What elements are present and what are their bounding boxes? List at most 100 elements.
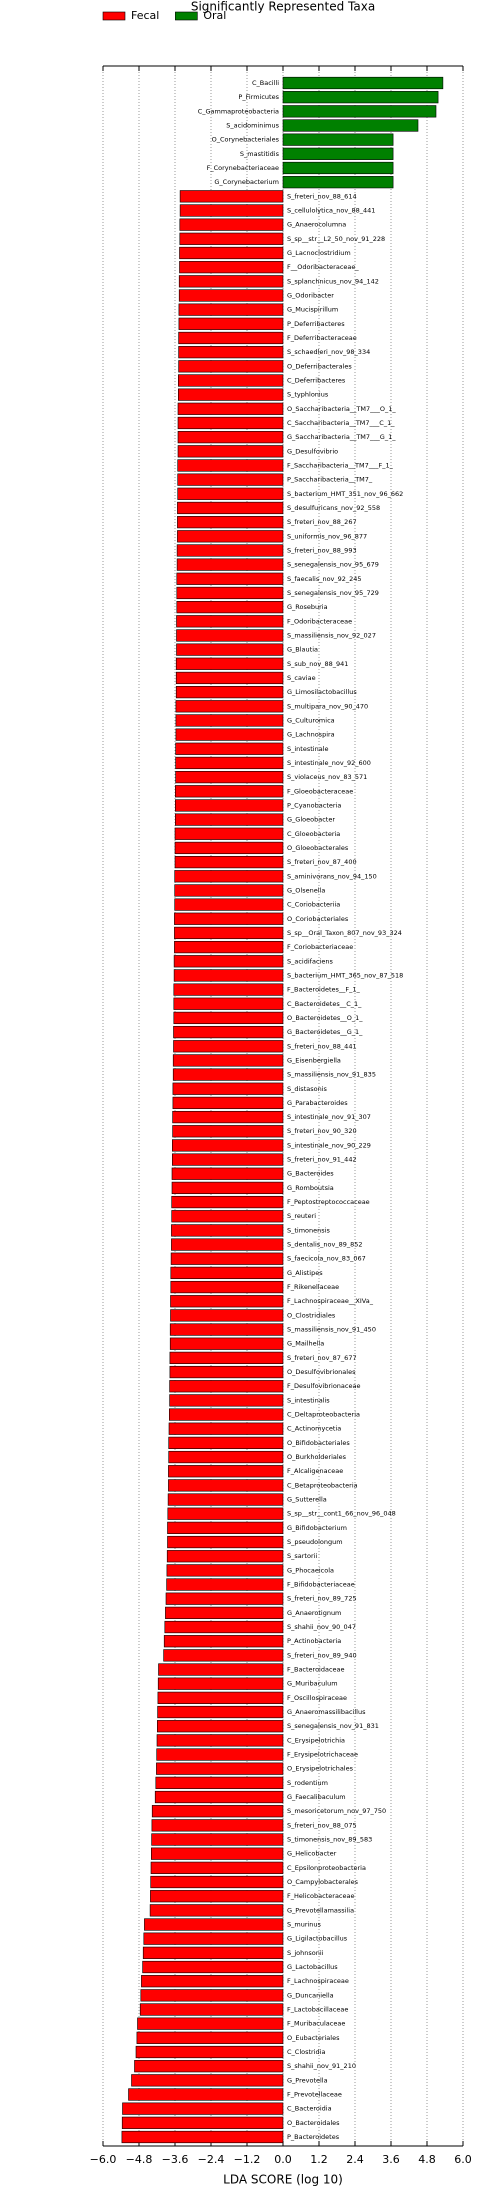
bar — [151, 1833, 284, 1846]
bar — [135, 2045, 284, 2059]
bar — [156, 1748, 284, 1761]
bar — [150, 1861, 284, 1874]
bar — [177, 431, 284, 444]
category-label: S_sp__Oral_Taxon_807_nov_93_324 — [287, 929, 402, 937]
category-label: O_Saccharibacteria__TM7___O_1_ — [287, 405, 396, 413]
category-label: G_Helicobacter — [287, 1850, 337, 1858]
category-label: S_intestinalis — [287, 1396, 330, 1404]
category-label: O_Burkholderiales — [287, 1453, 347, 1461]
bar — [172, 1054, 284, 1067]
category-label: F_Helicobacteraceae — [287, 1892, 354, 1900]
x-tick-label: −2.4 — [198, 2153, 225, 2166]
category-label: O_Bacteroidetes__O_1_ — [287, 1014, 363, 1022]
category-label: F_Alcaligenaceae — [287, 1467, 343, 1475]
category-label: G_Phocaeicola — [287, 1566, 334, 1574]
category-label: C_Deltaproteobacteria — [287, 1411, 360, 1419]
category-label: S_aminivorans_nov_94_150 — [287, 872, 377, 880]
bar — [178, 374, 284, 387]
category-label: G_Eisenbergiella — [287, 1056, 341, 1064]
category-label: G_Anaeromassilibacillus — [287, 1708, 366, 1716]
x-tick-label: 6.0 — [454, 2153, 472, 2166]
category-label: G_Limosilactobacillus — [287, 688, 357, 696]
category-label: G_Gloeobacter — [287, 816, 335, 824]
category-label: S_caviae — [287, 674, 316, 682]
category-label: G_Muribaculum — [287, 1680, 338, 1688]
category-label: S_acidominimus — [226, 121, 279, 129]
bar — [157, 1677, 284, 1690]
bar — [282, 133, 394, 146]
category-label: G_Culturomica — [287, 716, 335, 724]
category-label: P_Saccharibacteria__TM7_ — [287, 476, 373, 484]
category-label: O_Bacteroidales — [287, 2119, 340, 2127]
category-label: F_Coriobacteriaceae — [287, 943, 353, 951]
bar — [174, 912, 284, 925]
bar — [170, 1252, 284, 1265]
x-tick-label: 1.2 — [310, 2153, 328, 2166]
bar — [177, 516, 284, 529]
category-label: S_intestinale — [287, 745, 329, 753]
legend-label: Fecal — [131, 9, 159, 22]
bar — [172, 1125, 284, 1138]
category-label: G_Mucispirillum — [287, 306, 338, 314]
bar — [158, 1663, 284, 1676]
bar — [177, 402, 284, 415]
bar — [174, 884, 284, 897]
category-label: S_mesoricetorum_nov_97_750 — [287, 1807, 386, 1815]
bar — [156, 1734, 284, 1747]
bar — [176, 558, 284, 571]
bar — [177, 473, 284, 486]
category-label: F_Deferribacteraceae — [287, 334, 357, 342]
category-label: S_faecalis_nov_92_245 — [287, 575, 362, 583]
category-label: G_Roseburia — [287, 603, 328, 611]
category-label: O_Deferribacterales — [287, 362, 352, 370]
category-label: F_Lachnospiraceae — [287, 1977, 349, 1985]
bar — [164, 1620, 284, 1634]
category-label: G_Prevotella — [287, 2076, 328, 2084]
category-label: G_Olsenella — [287, 886, 325, 894]
category-label: F_Bacteroidaceae — [287, 1666, 345, 1674]
category-label: S_freteri_nov_87_677 — [287, 1354, 357, 1362]
category-label: O_Coriobacteriales — [287, 915, 349, 923]
category-label: F_Lactobacillaceae — [287, 2006, 348, 2014]
category-label: S_violaceus_nov_83_571 — [287, 773, 367, 781]
category-label: C_Actinomycetia — [287, 1425, 341, 1433]
bar — [169, 1365, 284, 1379]
bar — [173, 955, 284, 968]
category-label: S_shahii_nov_91_210 — [287, 2062, 356, 2070]
bar — [175, 671, 284, 685]
category-label: G_Faecalibaculum — [287, 1793, 346, 1801]
bar — [170, 1266, 284, 1280]
bar — [140, 1989, 284, 2002]
bar — [154, 1790, 284, 1804]
bar — [171, 1224, 284, 1237]
category-label: S_shahii_nov_90_047 — [287, 1623, 356, 1631]
bar — [168, 1436, 284, 1449]
category-label: S_uniformis_nov_96_877 — [287, 532, 367, 540]
category-label: F_Prevotellaceae — [287, 2091, 342, 2099]
bar — [173, 969, 284, 982]
bar — [168, 1422, 284, 1435]
x-tick-label: 4.8 — [418, 2153, 436, 2166]
bar — [174, 841, 284, 855]
category-label: C_Bacilli — [252, 79, 279, 87]
bar — [176, 643, 284, 656]
category-label: G_Parabacteroides — [287, 1099, 348, 1107]
category-label: S_intestinale_nov_91_307 — [287, 1113, 371, 1121]
bar — [131, 2074, 284, 2087]
bar — [175, 686, 284, 699]
bar — [171, 1238, 284, 1251]
bar — [175, 785, 284, 798]
category-label: G_Anaerotignum — [287, 1609, 341, 1617]
category-label: F_Saccharibacteria__TM7___F_1_ — [287, 461, 394, 469]
category-label: S_timonensis — [287, 1226, 330, 1234]
bar — [282, 119, 419, 132]
bar — [151, 1819, 284, 1832]
bar — [176, 615, 284, 628]
bar — [177, 487, 284, 500]
bar — [169, 1380, 284, 1393]
category-label: S_freteri_nov_88_267 — [287, 518, 357, 526]
category-label: G_Romboutsia — [287, 1184, 334, 1192]
x-tick-label: −4.8 — [126, 2153, 153, 2166]
category-label: S_murinus — [287, 1921, 322, 1929]
